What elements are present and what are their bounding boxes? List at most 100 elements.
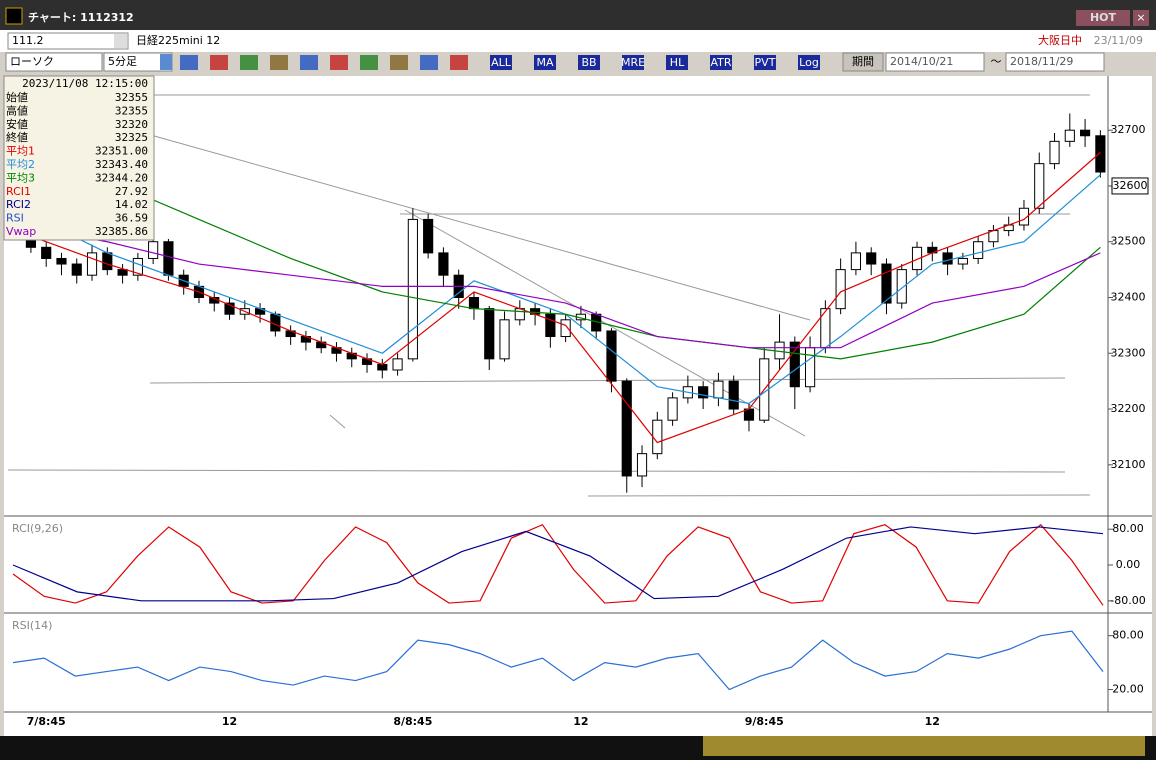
y-tick-label: 32400 [1111,291,1146,304]
candle-body [1034,163,1045,209]
candle-body [41,246,52,259]
y-tick-label: 32100 [1111,458,1146,471]
panel-title: RCI(9,26) [12,522,63,535]
title-bar [0,0,1156,30]
candle-body [911,246,923,271]
info-value: 32385.86 [95,225,148,238]
interval: 5分足 [108,55,137,68]
tool-icon[interactable] [622,55,644,70]
y-tick-label: 20.00 [1112,683,1144,696]
info-label: 平均2 [6,158,35,171]
tool-icon [270,55,288,70]
info-value: 32344.20 [95,171,148,184]
tool-icon[interactable] [490,55,512,70]
tool-icon[interactable] [534,55,556,70]
info-label: RCI2 [6,198,31,211]
instrument: 日経225mini 12 [136,34,220,47]
date: 23/11/09 [1094,34,1143,47]
candle-body [468,297,480,310]
app-icon [5,7,23,25]
panel-borders [4,76,1152,713]
candle-body [1080,129,1091,137]
candle-body [835,269,846,310]
candle-body [636,453,648,477]
to-date[interactable] [1005,52,1105,72]
code-input[interactable] [7,32,129,50]
info-value: 32355 [115,91,148,104]
panel-title: RSI(14) [12,619,52,632]
info-label: RSI [6,212,24,225]
info-panel [3,75,155,241]
tool-icon[interactable] [798,55,820,70]
from-date[interactable] [885,52,985,72]
tool-icon[interactable] [666,55,688,70]
candle-body [973,241,984,259]
kind-select[interactable] [5,52,103,72]
candle-body [1018,207,1030,226]
candle-body [438,252,449,276]
indicator-line [12,630,1104,691]
chart-kind: ローソク [10,55,54,68]
close-button[interactable] [1133,10,1149,26]
candle-body [820,308,831,349]
tool-icon[interactable] [710,55,732,70]
average-line [15,224,1101,349]
candle-body [1064,129,1075,142]
candle-body [713,380,724,399]
candle-body [560,319,571,338]
tool-label: Log [799,56,819,69]
info-label: 安値 [6,117,28,131]
y-tick-label: 32300 [1111,346,1146,359]
close-icon: × [1136,11,1145,24]
info-label: 終値 [6,130,28,144]
hot-button[interactable] [1076,10,1130,26]
period-button[interactable] [842,52,884,72]
y-tick-label: 80.00 [1112,629,1144,642]
price-box [1111,177,1149,195]
x-tick-label: 8/8:45 [393,715,432,728]
tool-icon [420,55,438,70]
candle-body [102,252,113,271]
x-tick-label: 9/8:45 [745,715,784,728]
plots: 32100 32200 32300 32400 32500 32600 32700 7/8:4… [10,113,1149,728]
tool-icon[interactable] [578,55,600,70]
hline [587,494,1091,497]
y-tick-label: -80.00 [1110,594,1145,607]
candle-body [881,263,892,304]
tool-icon [180,55,198,70]
tool-label: PVT [755,56,776,69]
candle-body [652,419,663,455]
candle-body [392,358,403,371]
tool-icon [360,55,378,70]
info-value: 32325 [115,131,148,144]
candle-body [1095,135,1106,173]
tool-icon [210,55,228,70]
window-title: チャート: 1112312 [28,11,134,24]
candle-body [896,269,907,304]
info-value: 27.92 [115,185,148,198]
tool-label: BB [581,56,596,69]
candle-body [499,319,510,360]
x-tick-label: 7/8:45 [27,715,66,728]
tool-icon[interactable] [754,55,776,70]
x-tick-label: 12 [573,715,588,728]
x-tick-label: 12 [222,715,237,728]
scroll-thumb[interactable] [703,736,1145,756]
candle-body [866,252,877,265]
toolbar-icons: ALL MA BB MRE HL ATR PVT Log [180,55,820,70]
interval-drop[interactable] [160,54,172,70]
y-tick-label: 0.00 [1116,558,1141,571]
candle-body [957,257,968,265]
info-label: Vwap [6,225,36,238]
info-row [0,30,1156,52]
chart-area [4,76,1152,736]
sep: ～ [991,55,1002,68]
info-label: RCI1 [6,185,31,198]
hline [7,469,1066,473]
indicator-line [12,523,1104,606]
code-drop[interactable] [114,34,127,48]
candle-body [132,257,143,276]
candle-body [224,302,235,315]
